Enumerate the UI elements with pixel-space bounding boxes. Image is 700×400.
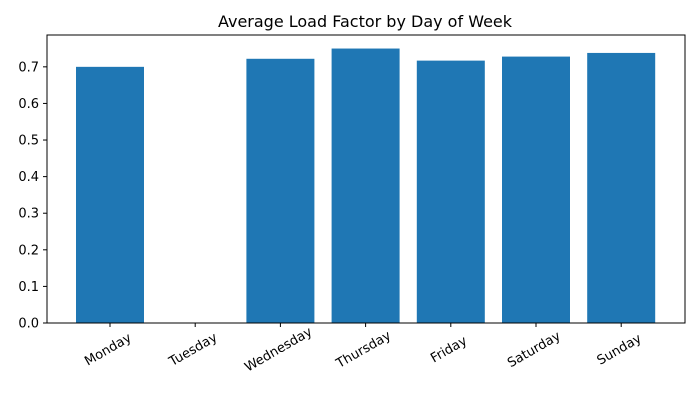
x-tick-label: Sunday: [595, 331, 645, 368]
y-tick-label: 0.2: [18, 243, 39, 258]
y-tick-label: 0.7: [18, 60, 39, 75]
bar-thursday: [331, 48, 400, 323]
bars-group: [76, 48, 656, 324]
bar-friday: [416, 60, 485, 324]
x-tick-label: Thursday: [333, 328, 394, 372]
x-tick-label: Saturday: [505, 329, 563, 371]
bar-sunday: [587, 52, 656, 324]
x-tick-label: Wednesday: [242, 325, 315, 376]
y-tick-label: 0.6: [18, 97, 39, 112]
bar-saturday: [502, 56, 570, 324]
y-tick-label: 0.4: [18, 170, 39, 185]
bar-wednesday: [246, 58, 315, 323]
bar-monday: [76, 66, 144, 323]
x-tick-label: Tuesday: [166, 330, 220, 370]
chart-title: Average Load Factor by Day of Week: [218, 12, 513, 31]
y-tick-label: 0.1: [18, 280, 39, 295]
plot-frame: [46, 34, 686, 324]
y-tick-label: 0.5: [18, 134, 39, 149]
y-tick-label: 0.3: [18, 207, 39, 222]
y-tick-label: 0.0: [18, 317, 39, 332]
x-tick-label: Monday: [82, 330, 134, 369]
x-axis: Monday Tuesday Wednesday Thursday Friday Satu…: [82, 323, 645, 376]
x-tick-label: Friday: [428, 333, 470, 366]
y-axis: 0.0 0.1 0.2 0.3 0.4 0.5 0.6 0.7: [18, 60, 47, 332]
